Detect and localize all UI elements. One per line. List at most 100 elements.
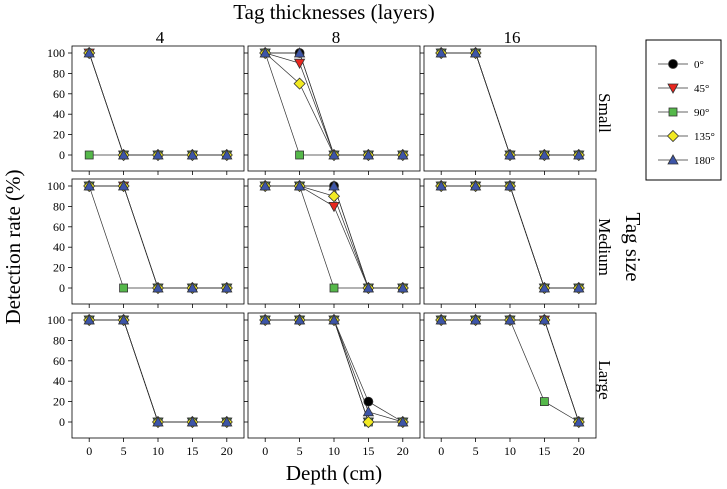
panel-small-16	[420, 45, 597, 175]
y-tick-label: 40	[53, 107, 65, 121]
y-tick-label: 80	[53, 199, 65, 213]
data-point-180deg	[328, 149, 340, 160]
data-point-180deg	[117, 180, 130, 191]
data-point-180deg	[573, 149, 585, 160]
legend-marker	[667, 83, 679, 94]
x-tick-label: 5	[121, 444, 127, 458]
data-point-90deg	[329, 283, 339, 293]
data-point-180deg	[504, 149, 516, 160]
x-tick-label: 20	[221, 444, 233, 458]
data-point-0deg	[363, 396, 374, 407]
legend-marker	[666, 129, 680, 143]
data-point-180deg	[397, 416, 409, 427]
legend-item-135deg: 135°	[658, 129, 715, 143]
panel-small-8	[244, 45, 421, 175]
side-title: Tag size	[621, 212, 645, 281]
y-tick-label: 0	[59, 148, 65, 162]
data-point-180deg	[83, 180, 95, 191]
panel-large-4: 0 20 40 60 80 100 0 5 10 15 20	[47, 312, 245, 458]
y-axis-title: Detection rate (%)	[1, 169, 25, 324]
data-point-180deg	[362, 149, 375, 160]
data-point-180deg	[259, 314, 271, 325]
x-tick-label: 15	[362, 444, 374, 458]
data-point-180deg	[362, 405, 375, 417]
data-point-180deg	[397, 282, 409, 293]
legend-item-45deg: 45°	[658, 83, 709, 95]
x-tick-label: 0	[262, 444, 268, 458]
data-point-180deg	[469, 47, 482, 58]
data-point-180deg	[117, 314, 130, 325]
data-point-180deg	[83, 47, 95, 58]
data-point-90deg	[119, 283, 128, 293]
data-point-180deg	[293, 180, 306, 191]
y-tick-label: 80	[53, 66, 65, 80]
x-tick-label: 15	[538, 444, 550, 458]
y-tick-label: 20	[53, 395, 65, 409]
data-point-180deg	[152, 149, 164, 160]
data-point-180deg	[328, 180, 340, 191]
data-point-180deg	[152, 282, 164, 293]
legend-label: 135°	[694, 131, 715, 143]
data-point-180deg	[435, 47, 447, 58]
y-tick-label: 0	[59, 415, 65, 429]
data-point-180deg	[221, 149, 233, 160]
y-tick-label: 80	[53, 333, 65, 347]
row-label-large: Large	[595, 360, 614, 399]
data-point-180deg	[152, 416, 164, 427]
data-point-45deg	[328, 201, 340, 213]
panel-large-16: 0 5 10 15 20	[420, 312, 597, 458]
x-tick-label: 10	[152, 444, 164, 458]
legend-label: 0°	[694, 59, 704, 71]
legend-label: 180°	[694, 155, 715, 167]
panel-large-8: 0 5 10 15 20	[244, 312, 421, 458]
data-point-180deg	[328, 314, 340, 325]
x-axis-title: Depth (cm)	[286, 461, 382, 485]
y-tick-label: 20	[53, 128, 65, 142]
data-point-180deg	[469, 180, 482, 191]
row-label-medium: Medium	[595, 218, 614, 276]
panel-medium-16	[420, 178, 597, 308]
panel-medium-4: 0 20 40 60 80 100	[47, 178, 245, 308]
row-label-small: Small	[595, 93, 614, 133]
y-tick-label: 100	[47, 313, 65, 327]
y-tick-label: 40	[53, 240, 65, 254]
y-tick-label: 60	[53, 87, 65, 101]
panel-frame	[247, 312, 421, 439]
legend-marker	[668, 59, 678, 69]
data-point-180deg	[538, 314, 551, 325]
legend-item-90deg: 90°	[658, 107, 709, 119]
data-point-180deg	[259, 47, 271, 58]
data-point-180deg	[469, 314, 482, 325]
legend-item-180deg: 180°	[658, 154, 715, 167]
column-label-8: 8	[332, 28, 341, 47]
y-tick-label: 60	[53, 354, 65, 368]
legend-box	[645, 39, 722, 181]
figure-title: Tag thicknesses (layers)	[233, 0, 434, 24]
y-tick-label: 40	[53, 374, 65, 388]
data-point-180deg	[186, 416, 199, 427]
legend-item-0deg: 0°	[658, 59, 704, 71]
x-tick-label: 20	[397, 444, 409, 458]
y-tick-label: 100	[47, 179, 65, 193]
x-tick-label: 10	[504, 444, 516, 458]
data-point-90deg	[540, 397, 549, 407]
data-point-180deg	[221, 416, 233, 427]
data-point-180deg	[293, 314, 306, 325]
data-point-90deg	[84, 150, 94, 160]
data-point-180deg	[538, 149, 551, 160]
y-tick-label: 20	[53, 261, 65, 275]
x-tick-label: 0	[86, 444, 92, 458]
data-point-180deg	[573, 416, 585, 427]
legend-marker	[667, 154, 679, 165]
data-point-180deg	[504, 314, 516, 325]
data-point-135deg	[293, 77, 306, 90]
panel-small-4: 0 20 40 60 80 100	[47, 45, 245, 175]
legend-marker	[668, 107, 678, 117]
x-tick-label: 5	[297, 444, 303, 458]
data-point-90deg	[295, 150, 305, 160]
data-point-135deg	[362, 415, 375, 429]
data-point-180deg	[83, 314, 95, 325]
data-point-180deg	[573, 282, 585, 293]
